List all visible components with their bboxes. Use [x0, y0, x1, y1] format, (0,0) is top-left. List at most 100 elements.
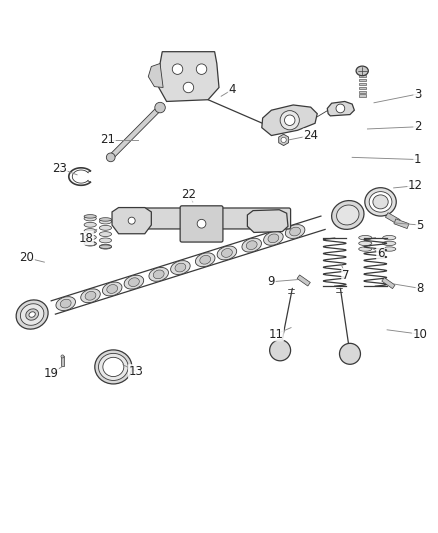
Ellipse shape: [84, 242, 96, 245]
Ellipse shape: [21, 304, 44, 325]
Ellipse shape: [84, 215, 96, 218]
Ellipse shape: [383, 236, 396, 240]
Ellipse shape: [200, 255, 211, 264]
Text: 10: 10: [413, 328, 427, 341]
Text: 1: 1: [414, 153, 421, 166]
Ellipse shape: [81, 289, 100, 303]
Ellipse shape: [171, 261, 190, 274]
Ellipse shape: [16, 300, 48, 329]
Circle shape: [196, 64, 207, 75]
Bar: [359, 75, 366, 77]
Ellipse shape: [153, 270, 164, 279]
Ellipse shape: [356, 66, 368, 76]
Polygon shape: [159, 52, 219, 101]
Polygon shape: [279, 134, 289, 146]
FancyBboxPatch shape: [121, 208, 290, 229]
Ellipse shape: [29, 312, 35, 317]
Ellipse shape: [373, 195, 388, 209]
Ellipse shape: [359, 236, 372, 240]
Text: 4: 4: [228, 83, 236, 96]
Ellipse shape: [99, 225, 112, 230]
Text: 7: 7: [342, 269, 350, 282]
Text: 22: 22: [181, 188, 196, 201]
Text: 5: 5: [416, 219, 424, 231]
Bar: [359, 91, 366, 93]
Ellipse shape: [290, 227, 300, 236]
Text: 3: 3: [414, 87, 421, 101]
Ellipse shape: [128, 278, 139, 287]
Polygon shape: [382, 278, 395, 289]
Circle shape: [183, 82, 194, 93]
Ellipse shape: [103, 357, 124, 376]
Ellipse shape: [264, 231, 283, 245]
Ellipse shape: [84, 235, 96, 240]
Circle shape: [155, 102, 165, 113]
Bar: [359, 87, 366, 89]
Text: 19: 19: [43, 367, 58, 380]
Ellipse shape: [84, 222, 96, 227]
Ellipse shape: [60, 299, 71, 308]
Text: 21: 21: [100, 133, 115, 147]
Ellipse shape: [285, 224, 305, 238]
Bar: [359, 79, 366, 82]
Circle shape: [128, 217, 135, 224]
Circle shape: [281, 138, 286, 142]
Ellipse shape: [99, 217, 112, 221]
Ellipse shape: [217, 246, 237, 260]
Ellipse shape: [107, 285, 118, 293]
Ellipse shape: [242, 238, 261, 252]
Bar: [359, 94, 366, 97]
Ellipse shape: [95, 350, 132, 384]
Ellipse shape: [383, 241, 396, 246]
Ellipse shape: [268, 234, 279, 243]
Ellipse shape: [84, 229, 96, 233]
Ellipse shape: [26, 309, 39, 320]
Polygon shape: [385, 213, 400, 224]
Text: 9: 9: [268, 275, 275, 288]
Circle shape: [280, 111, 299, 130]
Polygon shape: [109, 106, 162, 159]
Circle shape: [172, 64, 183, 75]
Circle shape: [106, 153, 115, 161]
Circle shape: [285, 115, 295, 125]
Ellipse shape: [359, 241, 372, 246]
Text: 20: 20: [19, 251, 34, 264]
Ellipse shape: [99, 353, 128, 381]
Ellipse shape: [84, 216, 96, 221]
Ellipse shape: [124, 275, 144, 289]
Polygon shape: [262, 105, 317, 135]
Ellipse shape: [85, 292, 96, 300]
Ellipse shape: [246, 241, 257, 249]
Ellipse shape: [195, 253, 215, 266]
Polygon shape: [148, 63, 163, 87]
Circle shape: [339, 343, 360, 364]
Text: 11: 11: [268, 328, 283, 341]
Ellipse shape: [359, 247, 372, 251]
Ellipse shape: [369, 192, 392, 212]
Ellipse shape: [84, 241, 96, 246]
Text: 6: 6: [377, 247, 384, 260]
Circle shape: [197, 220, 206, 228]
Polygon shape: [112, 207, 151, 234]
FancyBboxPatch shape: [180, 206, 223, 242]
Bar: [61, 357, 64, 366]
Ellipse shape: [99, 232, 112, 237]
Bar: [359, 83, 366, 85]
Ellipse shape: [99, 245, 112, 248]
Ellipse shape: [175, 263, 186, 272]
Circle shape: [336, 104, 345, 113]
Ellipse shape: [99, 219, 112, 224]
Ellipse shape: [99, 238, 112, 243]
Ellipse shape: [332, 200, 364, 229]
Ellipse shape: [56, 297, 75, 311]
Polygon shape: [327, 101, 354, 116]
Ellipse shape: [149, 268, 169, 281]
Circle shape: [270, 340, 290, 361]
Text: 24: 24: [303, 129, 318, 142]
Text: 13: 13: [129, 365, 144, 378]
Polygon shape: [247, 210, 288, 232]
Text: 2: 2: [414, 120, 421, 133]
Polygon shape: [297, 275, 310, 286]
Polygon shape: [394, 219, 409, 229]
Ellipse shape: [383, 247, 396, 251]
